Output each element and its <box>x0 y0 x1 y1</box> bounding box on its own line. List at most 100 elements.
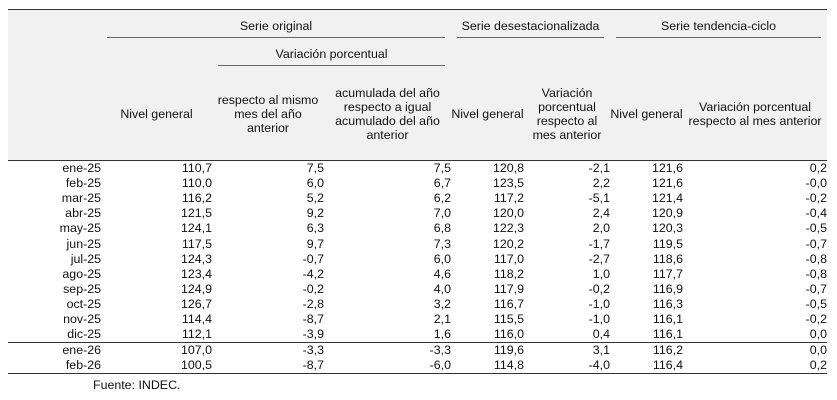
cell-acum: 6,2 <box>433 191 451 206</box>
cell-desest-var: 1,0 <box>592 266 611 281</box>
cell-desest-var: -4,0 <box>524 358 611 375</box>
cell-acum: 4,6 <box>433 266 451 281</box>
cell-var-mes: 5,2 <box>306 191 324 206</box>
table-row: nov-25 114,4 -8,7 2,1 115,5 -1,0 116,1 -0,2 <box>8 312 827 327</box>
cell-nivel: 112,1 <box>181 327 212 342</box>
cell-tend: 116,9 <box>652 281 684 296</box>
cell-tend: 116,1 <box>652 311 684 326</box>
cell-tend-var: -0,4 <box>805 206 828 221</box>
statistics-table: Serie original Serie desestacionalizada … <box>8 9 828 375</box>
cell-desest: 116,0 <box>493 327 524 342</box>
cell-nivel: 116,2 <box>181 191 212 206</box>
cell-acum: 3,2 <box>433 296 451 311</box>
cell-tend-var: -0,5 <box>805 221 828 236</box>
cell-desest: 117,0 <box>493 251 524 266</box>
cell-var-mes: 9,7 <box>306 236 324 251</box>
cell-nivel: 124,9 <box>180 281 212 296</box>
cell-tend: 116,4 <box>610 358 684 375</box>
cell-var-mes: -8,7 <box>302 311 324 326</box>
cell-desest-var: -1,0 <box>588 296 611 311</box>
table-row: may-25 124,1 6,3 6,8 122,3 2,0 120,3 -0,5 <box>8 221 827 236</box>
header-respecto-mes: respecto al mismo mes del año anterior <box>217 92 319 135</box>
cell-mes: oct-25 <box>66 296 101 311</box>
cell-mes: may-25 <box>59 221 101 236</box>
table-row: abr-25 121,5 9,2 7,0 120,0 2,4 120,9 -0,4 <box>8 206 827 221</box>
cell-acum: 7,3 <box>433 236 451 251</box>
table-row: ene-26 107,0 -3,3 -3,3 119,6 3,1 116,2 0,0 <box>8 342 828 359</box>
cell-nivel: 107,0 <box>101 342 212 359</box>
cell-desest: 117,9 <box>493 281 524 296</box>
cell-var-mes: -3,3 <box>212 342 324 359</box>
cell-var-mes: 7,5 <box>212 160 324 177</box>
cell-tend-var: -0,0 <box>805 176 828 191</box>
header-tendencia-nivel: Nivel general <box>610 106 683 121</box>
cell-mes: ene-25 <box>8 160 101 177</box>
header-desest-nivel: Nivel general <box>451 106 524 121</box>
table-row: feb-26 100,5 -8,7 -6,0 114,8 -4,0 116,4 0,2 <box>8 358 828 375</box>
cell-desest-var: 3,1 <box>524 342 611 359</box>
cell-acum: 6,7 <box>433 176 451 191</box>
cell-tend: 117,7 <box>652 266 684 281</box>
cell-acum: 6,8 <box>433 221 451 236</box>
cell-tend-var: 0,0 <box>809 327 828 342</box>
cell-mes: ago-25 <box>62 266 101 281</box>
cell-nivel: 117,5 <box>181 236 212 251</box>
cell-nivel: 123,4 <box>180 266 212 281</box>
header-tendencia-variacion: Variación porcentual respecto al mes ant… <box>688 99 822 128</box>
cell-tend-var: 0,0 <box>683 342 828 359</box>
cell-tend-var: 0,2 <box>683 358 828 375</box>
cell-tend: 116,1 <box>652 327 684 342</box>
table-row: ene-25 110,7 7,5 7,5 120,8 -2,1 121,6 0,2 <box>8 160 828 177</box>
header-desest-variacion: Variación porcentual respecto al mes ant… <box>532 85 602 142</box>
cell-desest-var: -5,1 <box>588 191 611 206</box>
cell-mes: feb-25 <box>65 176 101 191</box>
table-row: feb-25 110,0 6,0 6,7 123,5 2,2 121,6 -0,0 <box>8 176 827 191</box>
cell-desest-var: 2,0 <box>592 221 611 236</box>
cell-tend: 121,4 <box>652 191 684 206</box>
header-acumulada: acumulada del año respecto a igual acumu… <box>335 85 440 142</box>
cell-desest: 116,7 <box>493 296 524 311</box>
table-row: sep-25 124,9 -0,2 4,0 117,9 -0,2 116,9 -0,7 <box>8 282 827 297</box>
cell-mes: sep-25 <box>63 281 101 296</box>
cell-desest: 117,2 <box>493 191 524 206</box>
cell-desest-var: -0,2 <box>588 281 611 296</box>
cell-desest: 120,0 <box>492 206 524 221</box>
cell-nivel: 126,7 <box>180 296 212 311</box>
cell-tend-var: 0,2 <box>683 160 828 177</box>
cell-var-mes: 6,0 <box>306 176 324 191</box>
cell-mes: jul-25 <box>70 251 101 266</box>
table-row: oct-25 126,7 -2,8 3,2 116,7 -1,0 116,3 -0,5 <box>8 297 827 312</box>
cell-nivel: 114,4 <box>181 311 212 326</box>
cell-tend-var: -0,7 <box>805 281 828 296</box>
cell-nivel: 110,7 <box>101 160 212 177</box>
cell-tend-var: -0,5 <box>805 296 828 311</box>
table-row: jul-25 124,3 -0,7 6,0 117,0 -2,7 118,6 -0,8 <box>8 252 827 267</box>
cell-desest-var: -1,7 <box>588 236 611 251</box>
cell-tend-var: -0,7 <box>805 236 828 251</box>
cell-var-mes: -4,2 <box>302 266 324 281</box>
cell-desest-var: 0,4 <box>592 327 611 342</box>
cell-nivel: 124,3 <box>180 251 212 266</box>
cell-tend: 119,5 <box>652 236 684 251</box>
cell-desest: 120,8 <box>451 160 524 177</box>
cell-tend: 121,6 <box>652 176 684 191</box>
cell-mes: nov-25 <box>63 311 101 326</box>
cell-acum: -3,3 <box>324 342 451 359</box>
table-body: ene-25 110,7 7,5 7,5 120,8 -2,1 121,6 0,2 feb-25… <box>8 160 828 375</box>
cell-tend-var: -0,8 <box>805 251 828 266</box>
header-variacion-porcentual: Variación porcentual <box>212 46 451 67</box>
cell-acum: 1,6 <box>433 327 451 342</box>
cell-tend: 121,6 <box>610 160 684 177</box>
cell-var-mes: -0,7 <box>302 251 324 266</box>
cell-acum: 7,0 <box>433 206 451 221</box>
cell-tend: 118,6 <box>652 251 684 266</box>
cell-mes: feb-26 <box>8 358 101 375</box>
cell-desest: 123,5 <box>492 176 524 191</box>
cell-tend: 116,2 <box>610 342 684 359</box>
cell-tend: 120,9 <box>652 206 684 221</box>
cell-var-mes: 9,2 <box>306 206 324 221</box>
cell-tend: 116,3 <box>652 296 684 311</box>
cell-desest: 122,3 <box>492 221 524 236</box>
cell-tend: 120,3 <box>652 221 684 236</box>
